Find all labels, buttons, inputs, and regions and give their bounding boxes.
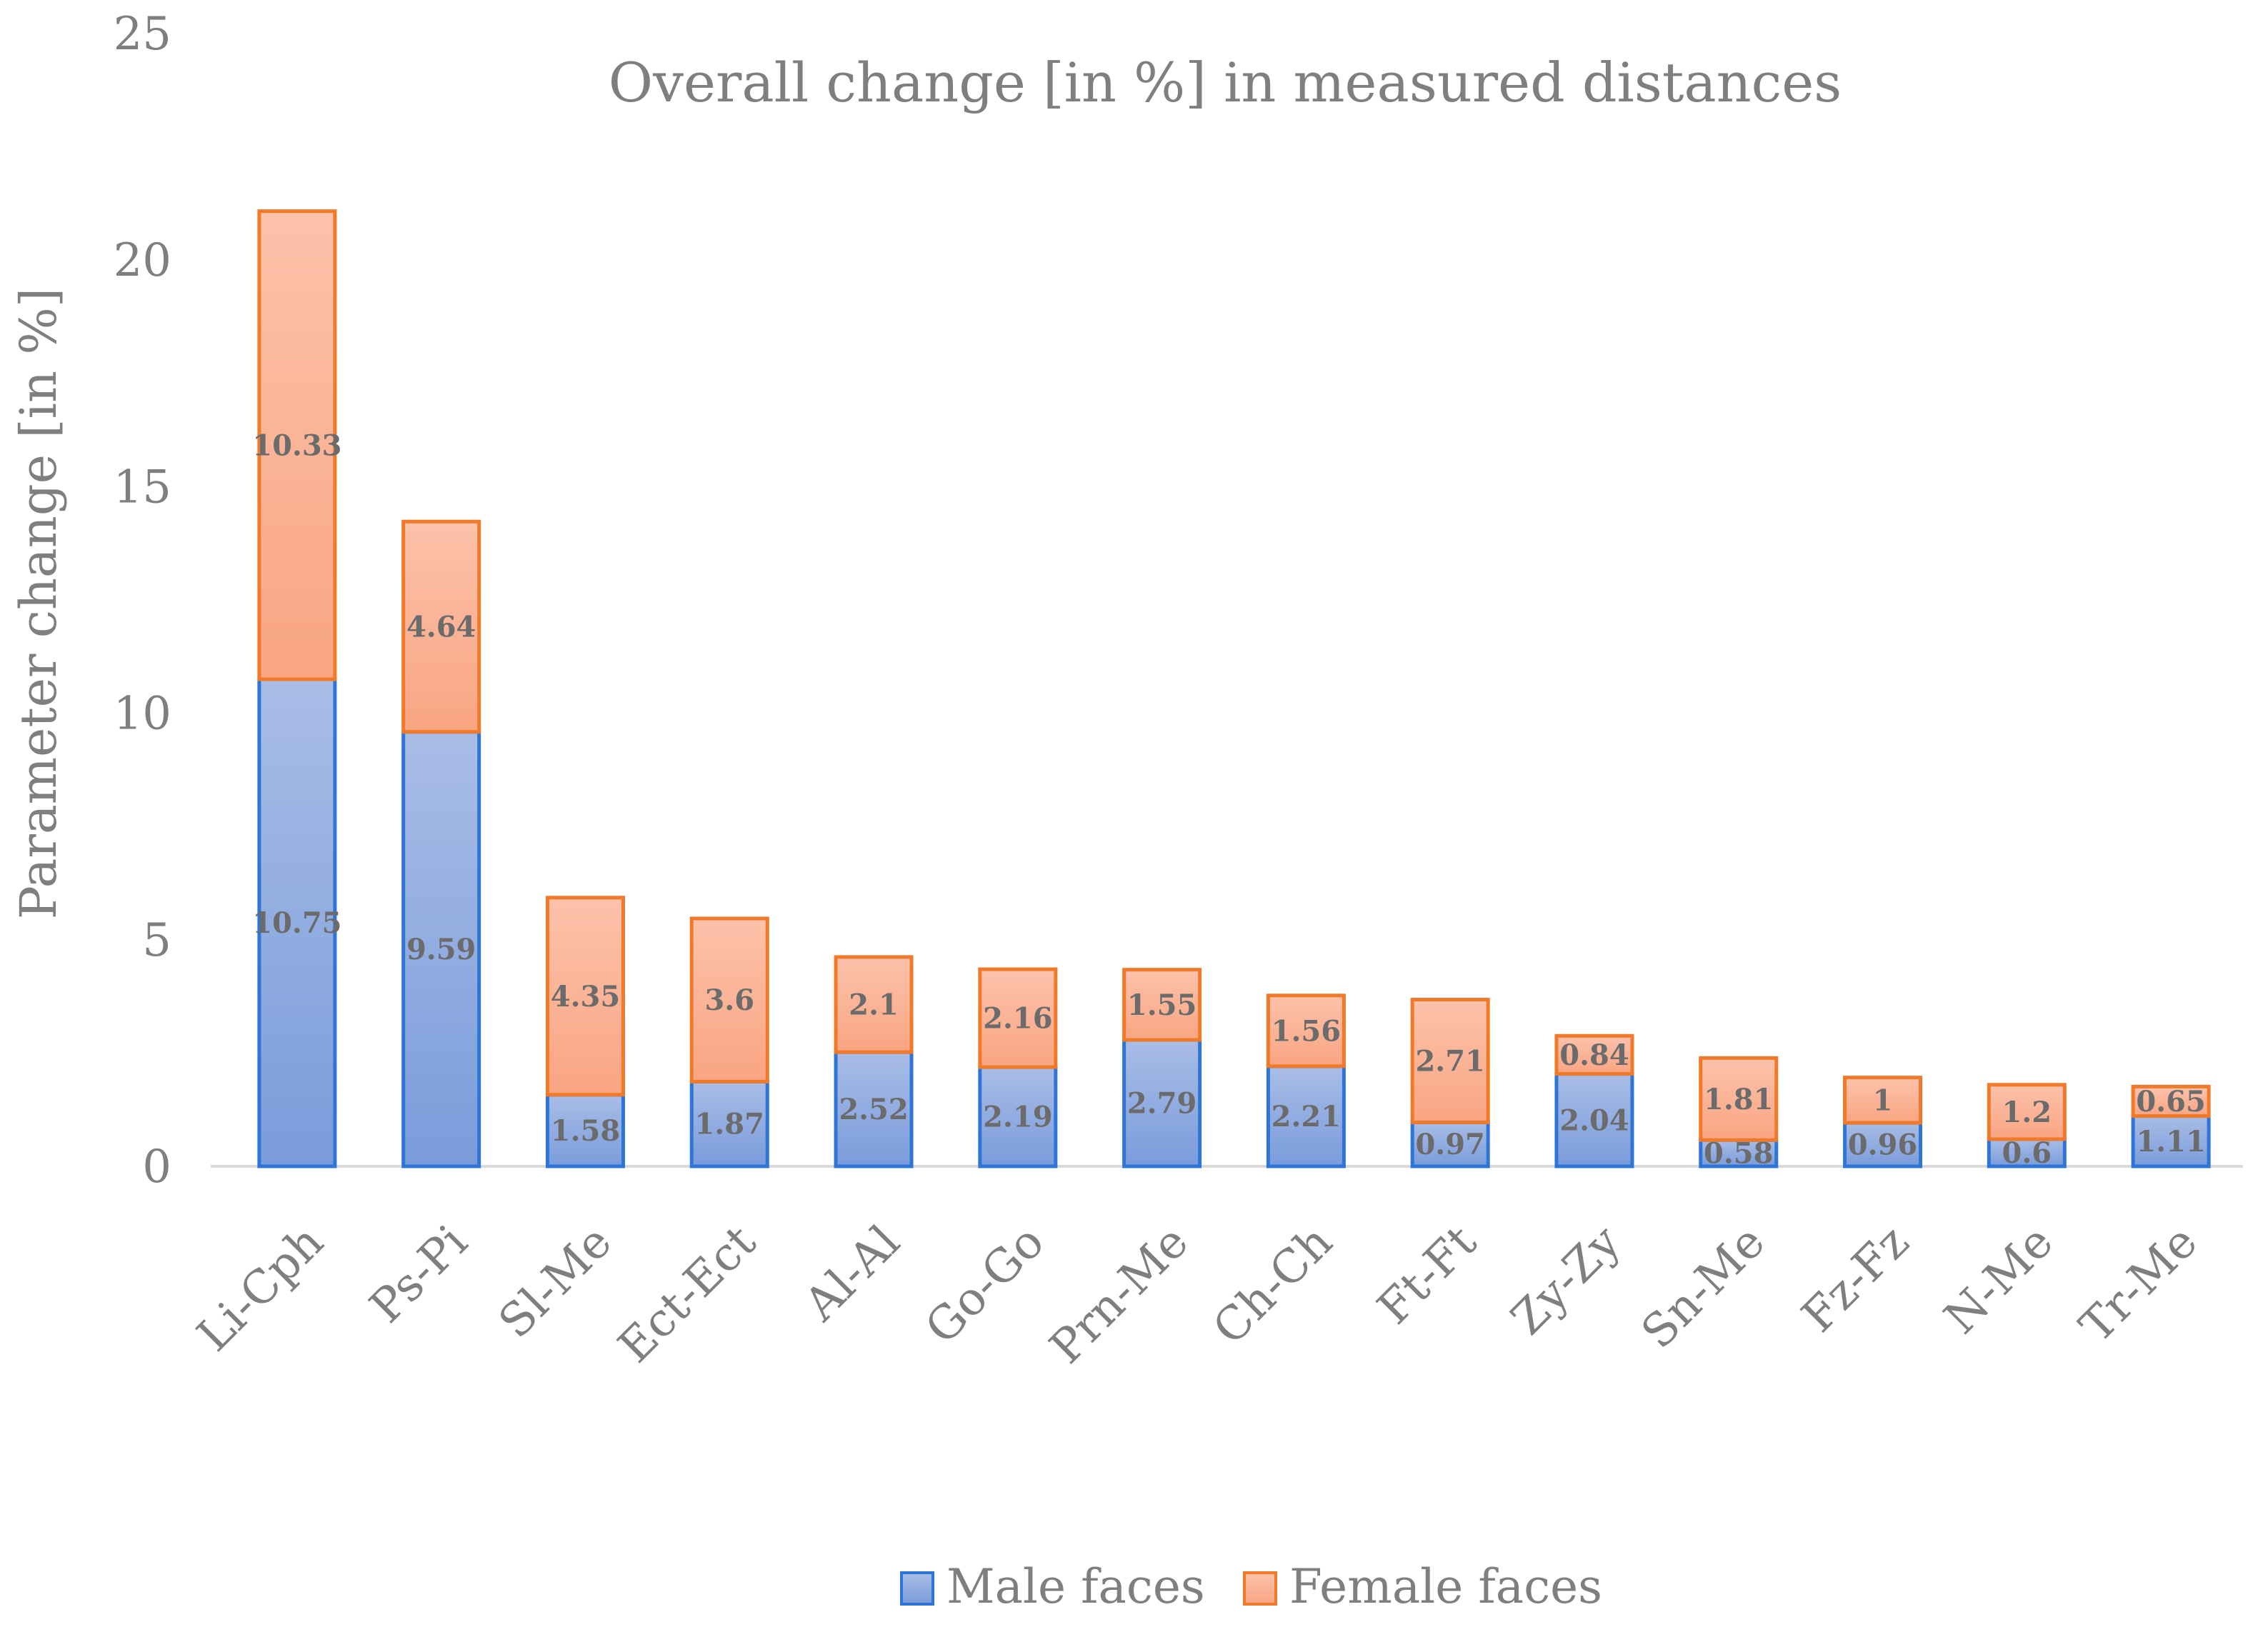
bar-female-ch-ch xyxy=(1266,993,1346,1068)
x-tick-label-sn-me: Sn-Me xyxy=(1632,1216,1775,1359)
y-axis-label: Parameter change [in %] xyxy=(9,288,68,919)
data-label-female-sn-me: 1.81 xyxy=(1704,1083,1773,1116)
data-label-female-li-cph: 10.33 xyxy=(252,429,341,462)
y-tick-label: 15 xyxy=(114,461,171,514)
data-label-female-al-al: 2.1 xyxy=(849,988,899,1022)
bar-male-li-cph xyxy=(257,677,337,1168)
bar-female-n-me xyxy=(1987,1083,2067,1141)
y-tick-label: 20 xyxy=(114,234,171,287)
data-label-female-prn-me: 1.55 xyxy=(1127,988,1197,1022)
data-label-male-ect-ect: 1.87 xyxy=(695,1108,764,1141)
legend-swatch-male xyxy=(900,1571,934,1606)
legend-label-female: Female faces xyxy=(1289,1559,1602,1614)
x-tick-label-ps-pi: Ps-Pi xyxy=(360,1216,478,1333)
data-label-female-go-go: 2.16 xyxy=(983,1002,1052,1036)
data-label-female-tr-me: 0.65 xyxy=(2136,1085,2205,1118)
data-label-female-ft-ft: 2.71 xyxy=(1415,1045,1484,1078)
data-label-male-prn-me: 2.79 xyxy=(1127,1087,1197,1121)
x-tick-label-n-me: N-Me xyxy=(1934,1216,2063,1344)
bar-male-sl-me xyxy=(545,1093,625,1168)
bar-female-ect-ect xyxy=(689,916,769,1083)
data-label-male-al-al: 2.52 xyxy=(839,1093,908,1126)
x-tick-label-li-cph: Li-Cph xyxy=(187,1216,334,1362)
data-label-male-sl-me: 1.58 xyxy=(551,1114,620,1148)
x-tick-label-fz-fz: Fz-Fz xyxy=(1792,1216,1919,1343)
x-tick-label-al-al: Al-Al xyxy=(794,1216,911,1332)
data-label-female-ch-ch: 1.56 xyxy=(1272,1014,1341,1048)
legend-swatch-female xyxy=(1243,1571,1277,1606)
data-label-male-go-go: 2.19 xyxy=(983,1101,1052,1134)
y-tick-label: 10 xyxy=(114,688,171,741)
x-tick-label-go-go: Go-Go xyxy=(916,1216,1054,1354)
bar-male-ft-ft xyxy=(1410,1120,1490,1168)
x-tick-label-prn-me: Prn-Me xyxy=(1040,1216,1199,1374)
bar-female-zy-zy xyxy=(1554,1033,1634,1076)
bar-female-sl-me xyxy=(545,896,625,1097)
data-label-female-sl-me: 4.35 xyxy=(551,980,620,1013)
chart-title: Overall change [in %] in measured distan… xyxy=(609,51,1842,114)
legend: Male faces Female faces xyxy=(900,1559,1602,1614)
bar-female-prn-me xyxy=(1122,968,1202,1042)
data-label-female-ps-pi: 4.64 xyxy=(406,610,476,644)
y-tick-label: 5 xyxy=(142,914,171,967)
data-label-male-ps-pi: 9.59 xyxy=(406,933,476,966)
data-label-female-zy-zy: 0.84 xyxy=(1559,1038,1629,1072)
bar-male-zy-zy xyxy=(1554,1072,1634,1168)
data-label-male-sn-me: 0.58 xyxy=(1704,1137,1773,1171)
data-label-male-fz-fz: 0.96 xyxy=(1848,1128,1917,1162)
data-label-male-n-me: 0.6 xyxy=(2002,1136,2052,1170)
bar-female-tr-me xyxy=(2131,1084,2211,1118)
data-label-female-fz-fz: 1 xyxy=(1873,1083,1893,1117)
data-label-male-zy-zy: 2.04 xyxy=(1559,1103,1629,1137)
x-tick-label-tr-me: Tr-Me xyxy=(2070,1216,2208,1353)
y-tick-label: 25 xyxy=(114,8,171,61)
x-tick-label-ch-ch: Ch-Ch xyxy=(1204,1216,1343,1355)
bar-male-ect-ect xyxy=(689,1079,769,1168)
data-label-male-ch-ch: 2.21 xyxy=(1272,1100,1341,1133)
bar-female-sn-me xyxy=(1699,1056,1779,1142)
bar-male-go-go xyxy=(978,1065,1058,1168)
bars-group: 10.75 10.33 9.59 4.64 1.58 4.35 1.87 3.6 2.52 2.1… xyxy=(252,209,2211,1171)
data-label-male-li-cph: 10.75 xyxy=(252,906,341,940)
y-axis-ticks: 0 5 10 15 20 25 xyxy=(114,8,171,1193)
legend-label-male: Male faces xyxy=(946,1559,1205,1614)
bar-female-ps-pi xyxy=(401,519,481,734)
x-tick-label-ect-ect: Ect-Ect xyxy=(609,1216,766,1373)
bar-male-sn-me xyxy=(1699,1138,1779,1168)
data-label-male-tr-me: 1.11 xyxy=(2136,1125,2205,1158)
data-label-male-ft-ft: 0.97 xyxy=(1415,1128,1484,1161)
bar-male-al-al xyxy=(834,1050,914,1168)
bar-female-li-cph xyxy=(257,209,337,681)
y-tick-label: 0 xyxy=(142,1141,171,1193)
bar-male-prn-me xyxy=(1122,1038,1202,1168)
bar-male-tr-me xyxy=(2131,1114,2211,1168)
bar-female-ft-ft xyxy=(1410,998,1490,1124)
data-label-female-ect-ect: 3.6 xyxy=(704,983,754,1017)
x-tick-label-sl-me: Sl-Me xyxy=(489,1216,622,1348)
data-label-female-n-me: 1.2 xyxy=(2002,1096,2052,1129)
x-tick-label-ft-ft: Ft-Ft xyxy=(1368,1216,1487,1335)
bar-female-go-go xyxy=(978,967,1058,1069)
bar-female-al-al xyxy=(834,955,914,1054)
x-tick-label-zy-zy: Zy-Zy xyxy=(1502,1216,1632,1346)
bar-female-fz-fz xyxy=(1843,1076,1923,1125)
